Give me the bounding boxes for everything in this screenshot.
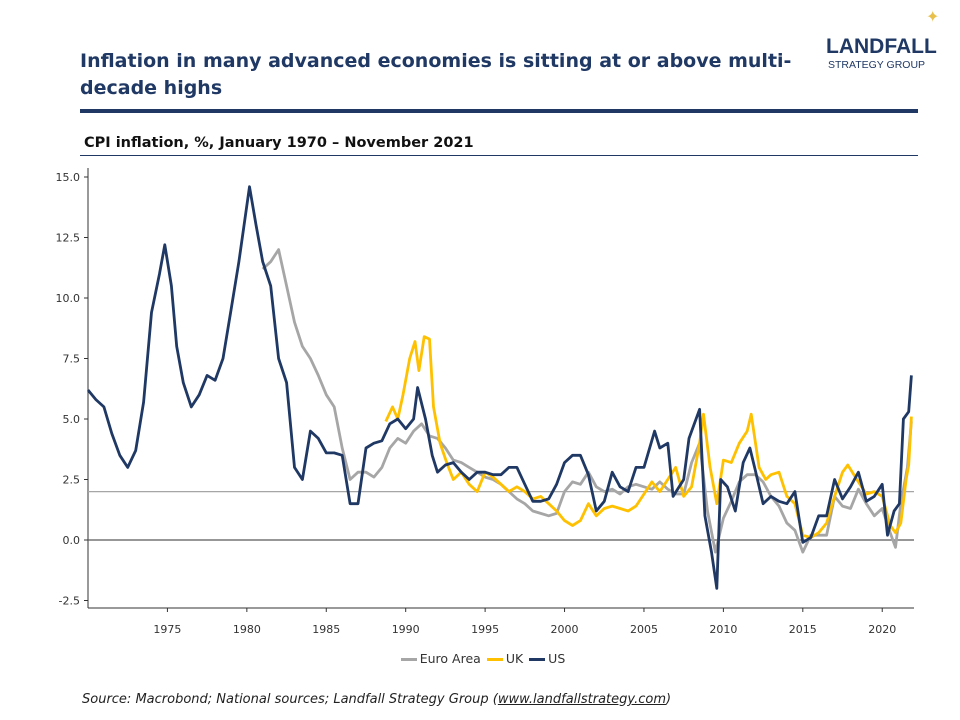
y-tick-label: 2.5 [63, 474, 81, 487]
legend-label: US [548, 651, 566, 666]
legend-swatch [529, 658, 546, 661]
x-tick-label: 1975 [153, 623, 181, 636]
y-tick-label: -2.5 [59, 595, 80, 608]
title-divider [80, 109, 918, 113]
legend: Euro Area UK US [0, 651, 960, 667]
x-tick-label: 1990 [392, 623, 420, 636]
x-tick-label: 1985 [312, 623, 340, 636]
source-suffix: ) [666, 692, 672, 707]
chart-subtitle: CPI inflation, %, January 1970 – Novembe… [84, 135, 474, 151]
x-tick-label: 1995 [471, 623, 499, 636]
legend-label: Euro Area [419, 651, 481, 666]
source-link[interactable]: www.landfallstrategy.com [497, 692, 666, 707]
x-tick-label: 2015 [789, 623, 817, 636]
source-note: Source: Macrobond; National sources; Lan… [82, 692, 671, 708]
y-tick-label: 10.0 [56, 292, 81, 305]
x-tick-label: 1980 [233, 623, 261, 636]
logo-line2: STRATEGY GROUP [828, 59, 926, 71]
subtitle-divider [80, 155, 918, 156]
y-tick-label: 0.0 [63, 534, 81, 547]
page-title: Inflation in many advanced economies is … [80, 50, 792, 99]
x-tick-label: 2020 [868, 623, 896, 636]
y-tick-label: 5.0 [63, 413, 81, 426]
y-tick-label: 15.0 [56, 171, 81, 184]
legend-swatch [400, 658, 417, 661]
star-icon: ✦ [926, 7, 940, 26]
legend-swatch [486, 658, 503, 661]
logo-line1: LANDFALL [826, 35, 937, 58]
source-prefix: Source: Macrobond; National sources; Lan… [82, 692, 498, 707]
x-tick-label: 2000 [551, 623, 579, 636]
y-tick-label: 12.5 [56, 232, 81, 245]
series-line-uk [384, 335, 913, 539]
logo: LANDFALL STRATEGY GROUP [826, 35, 937, 72]
series-line-us [86, 185, 913, 590]
x-tick-label: 2010 [709, 623, 737, 636]
y-tick-label: 7.5 [63, 353, 81, 366]
legend-label: UK [505, 651, 524, 666]
x-tick-label: 2005 [630, 623, 658, 636]
